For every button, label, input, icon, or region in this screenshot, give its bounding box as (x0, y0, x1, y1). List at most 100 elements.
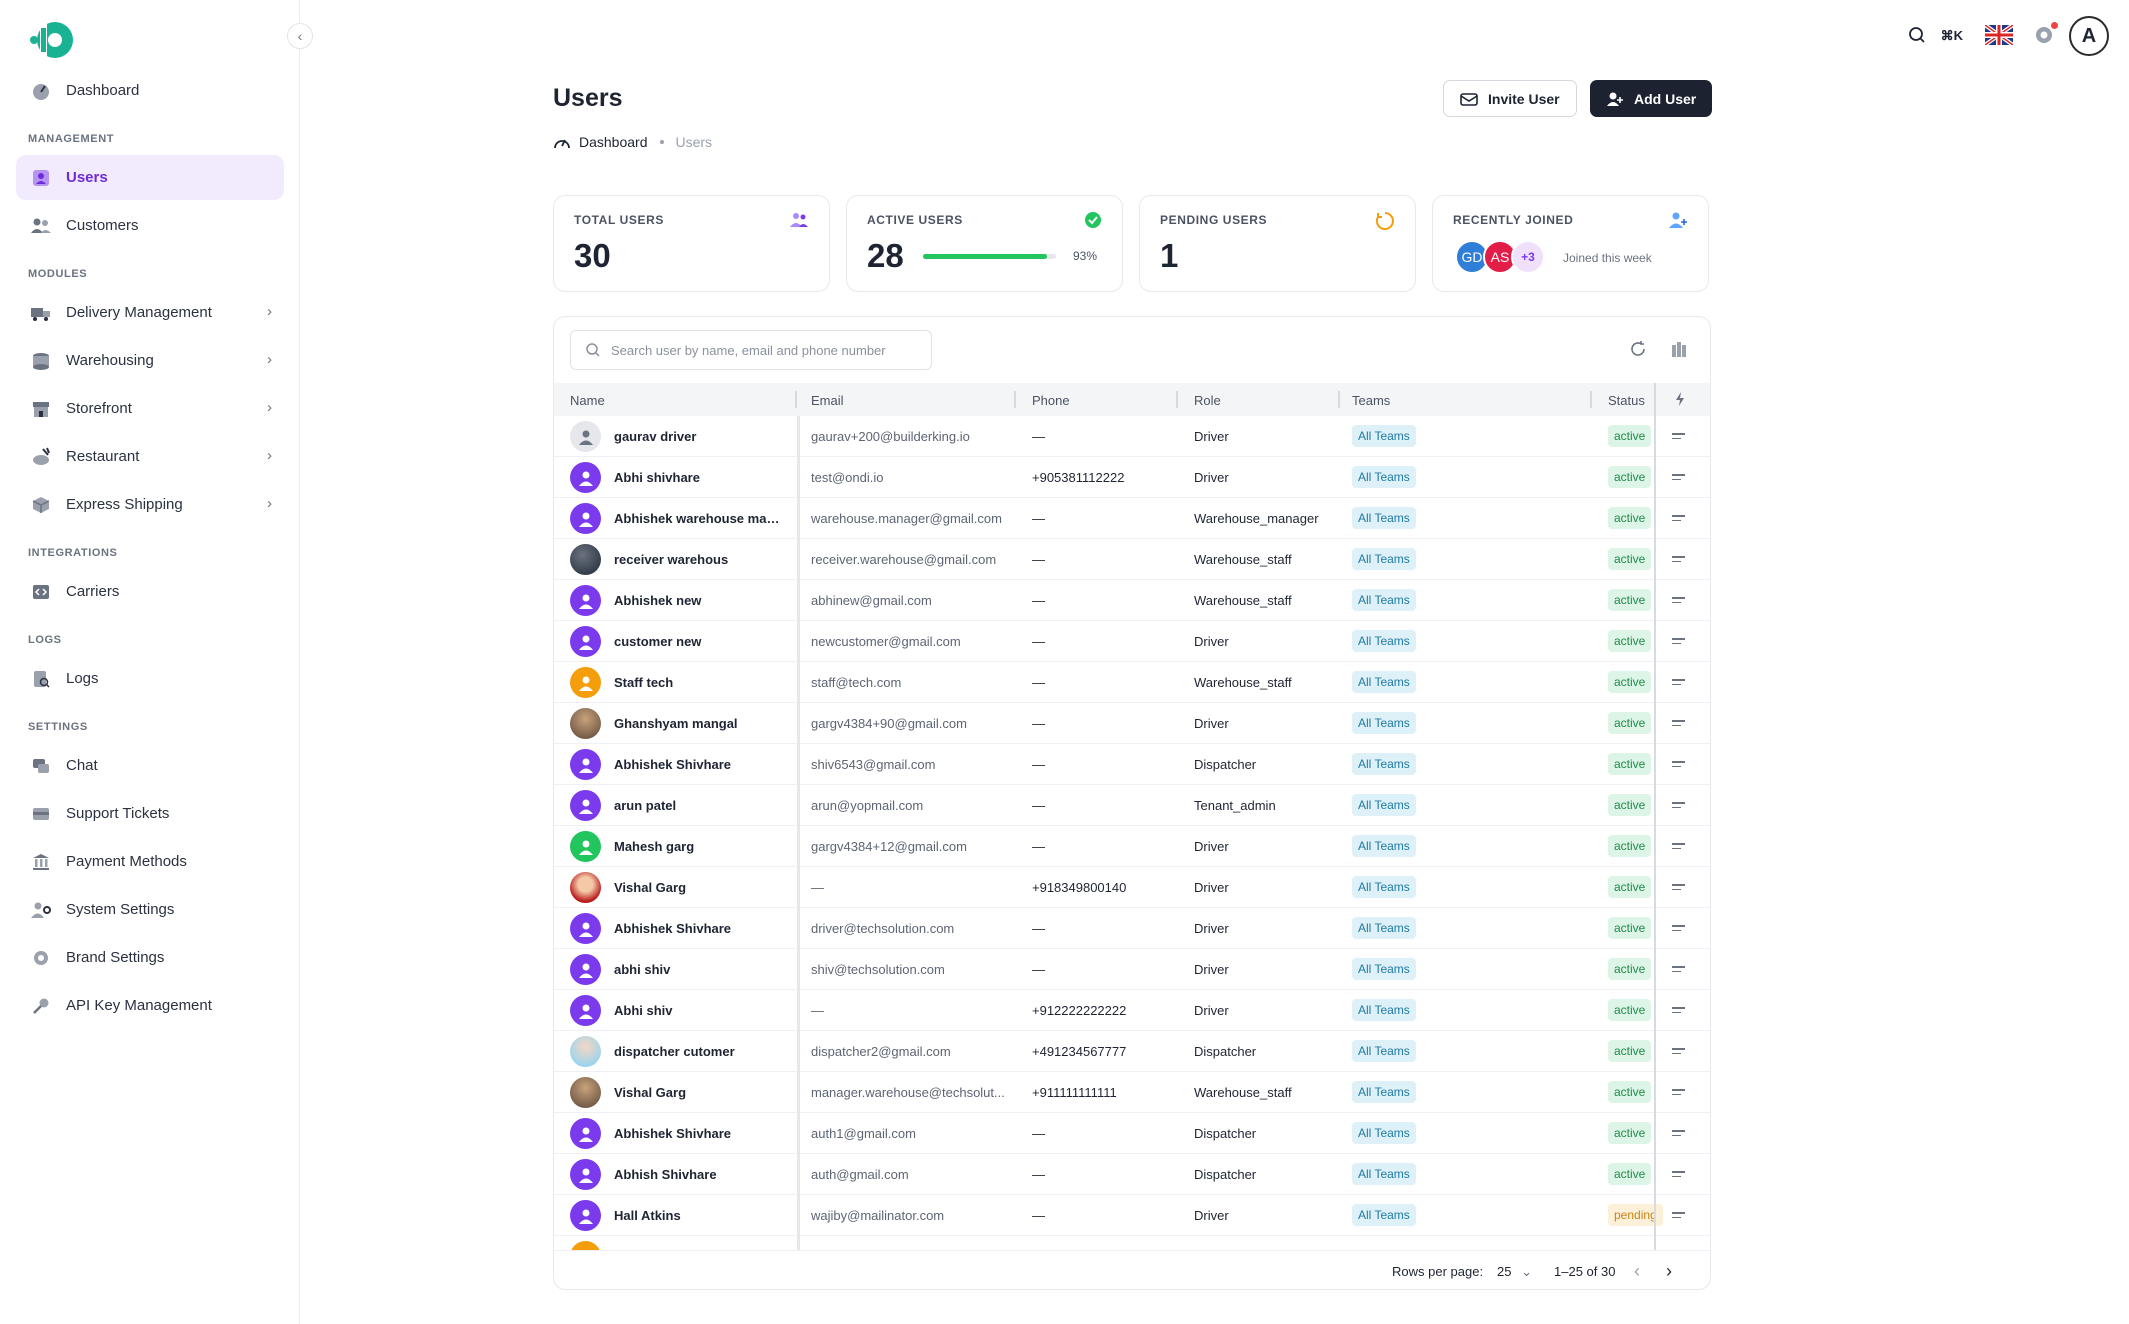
sidebar-item-storefront[interactable]: Storefront › (16, 386, 284, 431)
table-row[interactable]: dispatcher cutomer dispatcher2@gmail.com +… (554, 1031, 1710, 1072)
table-row[interactable]: Abhishek Shivhare shiv6543@gmail.com — Disp… (554, 744, 1710, 785)
sidebar-item-restaurant[interactable]: Restaurant › (16, 434, 284, 479)
next-page-button[interactable]: › (1666, 1261, 1672, 1281)
user-name[interactable]: Abhishek Shivhare (614, 921, 732, 936)
column-resizer[interactable] (1338, 391, 1340, 408)
table-row[interactable]: Abhishek Shivhare driver@techsolution.com… (554, 908, 1710, 949)
more-avatars-count[interactable]: +3 (1511, 240, 1545, 274)
rows-per-page-select[interactable]: 25 ⌄ (1497, 1264, 1532, 1280)
table-row[interactable]: Abhishek warehouse man... warehouse.manag… (554, 498, 1710, 539)
table-row[interactable]: Abhish Shivhare auth@gmail.com — Dispatcher… (554, 1154, 1710, 1195)
user-avatar[interactable]: A (2069, 16, 2109, 56)
row-actions-button[interactable] (1672, 1048, 1685, 1057)
column-resizer[interactable] (795, 391, 797, 408)
user-name[interactable]: receiver warehous (614, 552, 729, 567)
user-name[interactable]: Abhishek Shivhare (614, 1126, 732, 1141)
column-resizer[interactable] (1176, 391, 1178, 408)
user-name[interactable]: Abhish Shivhare (614, 1167, 717, 1182)
user-name[interactable]: Staff tech (614, 675, 674, 690)
row-actions-button[interactable] (1672, 1212, 1685, 1221)
bolt-icon[interactable] (1674, 391, 1686, 410)
column-header-email[interactable]: Email (811, 393, 844, 408)
column-header-teams[interactable]: Teams (1352, 393, 1391, 408)
user-name[interactable]: customer new (614, 634, 702, 649)
column-header-phone[interactable]: Phone (1032, 393, 1070, 408)
table-row[interactable]: arun patel arun@yopmail.com — Tenant_admin A… (554, 785, 1710, 826)
row-actions-button[interactable] (1672, 597, 1685, 606)
table-row[interactable]: Mahesh garg gargv4384+12@gmail.com — Driver… (554, 826, 1710, 867)
row-actions-button[interactable] (1672, 761, 1685, 770)
sidebar-collapse-button[interactable]: ‹ (287, 23, 313, 49)
table-row[interactable]: Hall Atkins wajiby@mailinator.com — Driver A… (554, 1195, 1710, 1236)
sidebar-item-carriers[interactable]: Carriers (16, 569, 284, 614)
row-actions-button[interactable] (1672, 556, 1685, 565)
sidebar-item-users[interactable]: Users (16, 155, 284, 200)
user-name[interactable]: Ghanshyam mangal (614, 716, 738, 731)
sidebar-item-brand-settings[interactable]: Brand Settings (16, 935, 284, 980)
column-header-role[interactable]: Role (1194, 393, 1221, 408)
sidebar-item-chat[interactable]: Chat (16, 743, 284, 788)
row-actions-button[interactable] (1672, 1089, 1685, 1098)
table-row[interactable]: Abhi shiv — +912222222222 Driver All Teams ac… (554, 990, 1710, 1031)
row-actions-button[interactable] (1672, 925, 1685, 934)
table-row[interactable]: receiver warehous receiver.warehouse@gmai… (554, 539, 1710, 580)
table-row[interactable]: Abhishek new abhinew@gmail.com — Warehouse_… (554, 580, 1710, 621)
search-input[interactable]: Search user by name, email and phone num… (570, 330, 932, 370)
row-actions-button[interactable] (1672, 843, 1685, 852)
row-actions-button[interactable] (1672, 474, 1685, 483)
previous-page-button[interactable]: ‹ (1634, 1261, 1640, 1281)
row-actions-button[interactable] (1672, 515, 1685, 524)
user-name[interactable]: Vishal Garg (614, 1085, 687, 1100)
sidebar-item-api-key-management[interactable]: API Key Management (16, 983, 284, 1028)
sidebar-item-dashboard[interactable]: Dashboard (16, 68, 284, 113)
search-shortcut[interactable]: ⌘K (1940, 28, 1963, 43)
row-actions-button[interactable] (1672, 638, 1685, 647)
column-header-name[interactable]: Name (570, 393, 605, 408)
user-name[interactable]: gaurav driver (614, 429, 697, 444)
sidebar-item-warehousing[interactable]: Warehousing › (16, 338, 284, 383)
table-row[interactable]: abhi shiv shiv@techsolution.com — Driver All… (554, 949, 1710, 990)
table-row[interactable]: Ghanshyam mangal gargv4384+90@gmail.com — D… (554, 703, 1710, 744)
row-actions-button[interactable] (1672, 966, 1685, 975)
table-row[interactable]: Abhi shivhare test@ondi.io +905381112222 Dr… (554, 457, 1710, 498)
sidebar-item-support-tickets[interactable]: Support Tickets (16, 791, 284, 836)
user-name[interactable]: Abhi shiv (614, 1003, 673, 1018)
user-name[interactable]: Abhishek Shivhare (614, 757, 732, 772)
user-name[interactable]: Vishal Garg (614, 880, 687, 895)
table-row[interactable]: Abhishek Shivhare auth1@gmail.com — Dispatc… (554, 1113, 1710, 1154)
row-actions-button[interactable] (1672, 1007, 1685, 1016)
user-name[interactable]: Abhi shivhare (614, 470, 700, 485)
breadcrumb-home[interactable]: Dashboard (553, 134, 648, 150)
column-header-status[interactable]: Status (1608, 393, 1645, 408)
columns-icon[interactable] (1670, 339, 1688, 362)
user-name[interactable]: Abhishek new (614, 593, 702, 608)
user-name[interactable]: Abhishek warehouse man... (614, 511, 784, 526)
sidebar-item-system-settings[interactable]: System Settings (16, 887, 284, 932)
search-icon[interactable] (1907, 25, 1927, 48)
invite-user-button[interactable]: Invite User (1443, 80, 1577, 117)
row-actions-button[interactable] (1672, 433, 1685, 442)
table-row[interactable]: gaurav driver gaurav+200@builderking.io — D… (554, 416, 1710, 457)
user-name[interactable]: abhi shiv (614, 962, 671, 977)
table-row[interactable] (554, 1236, 1710, 1250)
uk-flag-icon[interactable] (1983, 22, 2015, 48)
sidebar-item-express-shipping[interactable]: Express Shipping › (16, 482, 284, 527)
table-row[interactable]: customer new newcustomer@gmail.com — Driver… (554, 621, 1710, 662)
table-row[interactable]: Staff tech staff@tech.com — Warehouse_staff… (554, 662, 1710, 703)
table-row[interactable]: Vishal Garg manager.warehouse@techsolut..… (554, 1072, 1710, 1113)
row-actions-button[interactable] (1672, 1171, 1685, 1180)
user-name[interactable]: Hall Atkins (614, 1208, 681, 1223)
sidebar-item-delivery-management[interactable]: Delivery Management › (16, 290, 284, 335)
column-resizer[interactable] (1014, 391, 1016, 408)
row-actions-button[interactable] (1672, 720, 1685, 729)
settings-button[interactable] (2033, 21, 2058, 49)
row-actions-button[interactable] (1672, 1130, 1685, 1139)
add-user-button[interactable]: Add User (1590, 80, 1713, 117)
column-resizer[interactable] (1590, 391, 1592, 408)
refresh-icon[interactable] (1628, 339, 1648, 362)
table-row[interactable]: Vishal Garg — +918349800140 Driver All Teams… (554, 867, 1710, 908)
sidebar-item-logs[interactable]: Logs (16, 656, 284, 701)
sidebar-item-customers[interactable]: Customers (16, 203, 284, 248)
row-actions-button[interactable] (1672, 802, 1685, 811)
row-actions-button[interactable] (1672, 884, 1685, 893)
